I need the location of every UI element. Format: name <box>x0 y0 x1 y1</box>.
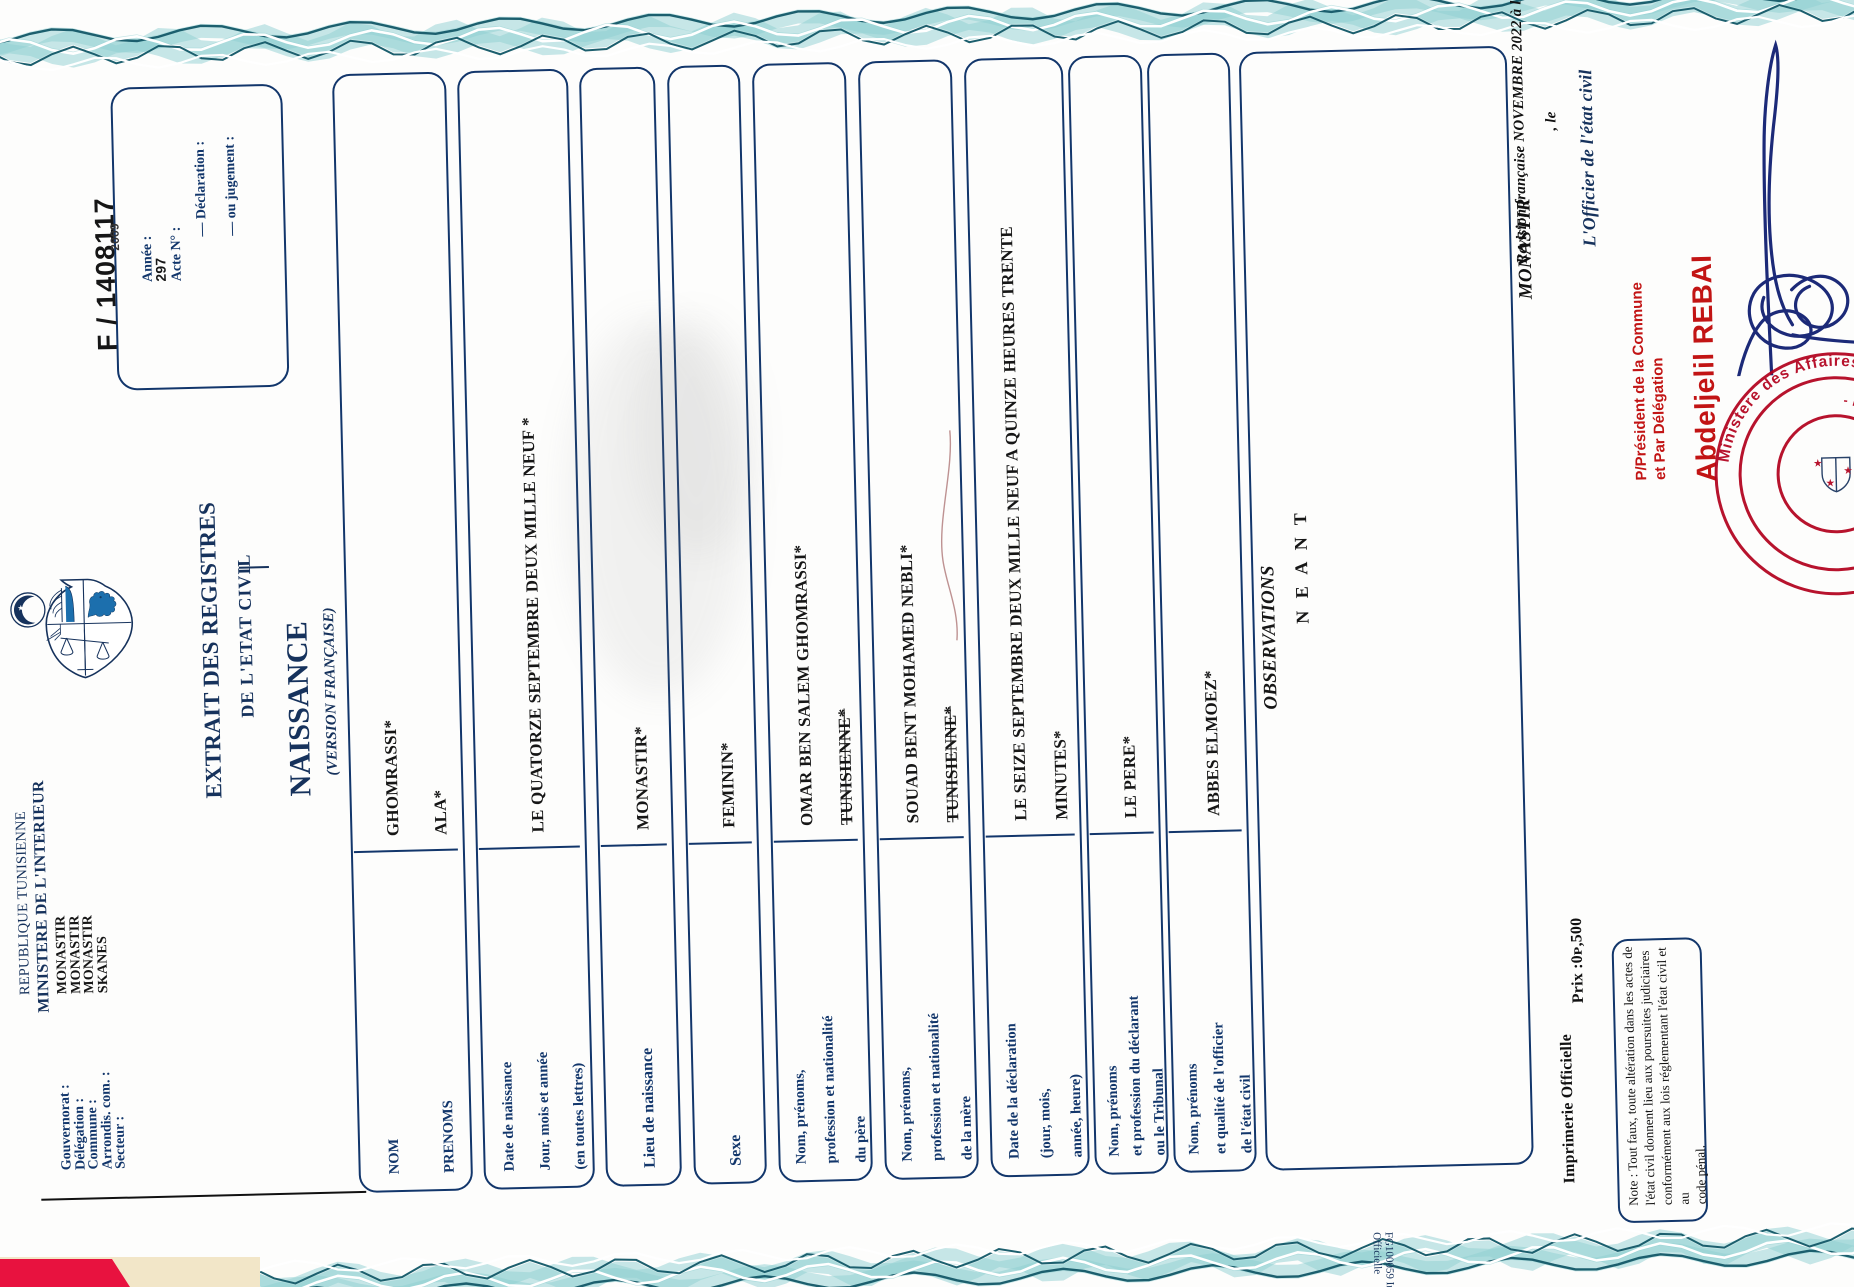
svg-text:Ministere des Affaires Locales: Ministere des Affaires Locales et de l'E… <box>1713 349 1854 582</box>
svg-text:★: ★ <box>1826 477 1835 487</box>
svg-text:★: ★ <box>1844 464 1853 474</box>
svg-text:★: ★ <box>1814 457 1823 467</box>
